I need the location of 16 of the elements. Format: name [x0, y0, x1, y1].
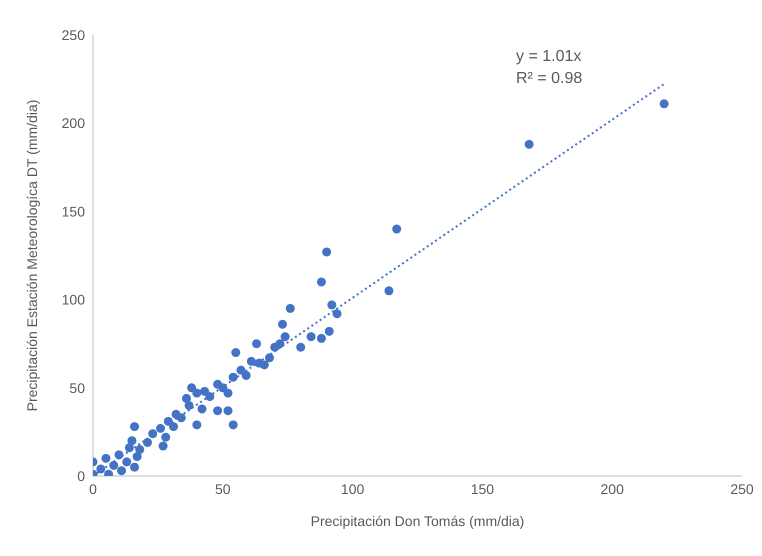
x-tick-label: 250: [730, 480, 754, 497]
x-tick-label: 0: [89, 480, 98, 497]
y-tick-label: 200: [62, 115, 86, 132]
y-tick-label: 150: [62, 203, 86, 220]
x-tick-label: 150: [470, 480, 494, 497]
x-tick-label: 200: [600, 480, 624, 497]
y-tick-label: 100: [62, 292, 86, 308]
y-tick-label: 50: [69, 380, 86, 396]
x-tick-label: 50: [215, 480, 231, 497]
annotation: y = 1.01x: [516, 47, 582, 67]
annotation: R² = 0.98: [516, 69, 582, 89]
x-tick-label: 100: [340, 480, 364, 497]
y-tick-label: 250: [62, 26, 86, 43]
x-axis-title: Precipitación Don Tomás (mm/dia): [310, 513, 524, 529]
y-tick-label: 0: [77, 468, 86, 484]
y-axis-title: Precipitación Estación Meteorologíca DT (mm/dia): [24, 100, 40, 412]
